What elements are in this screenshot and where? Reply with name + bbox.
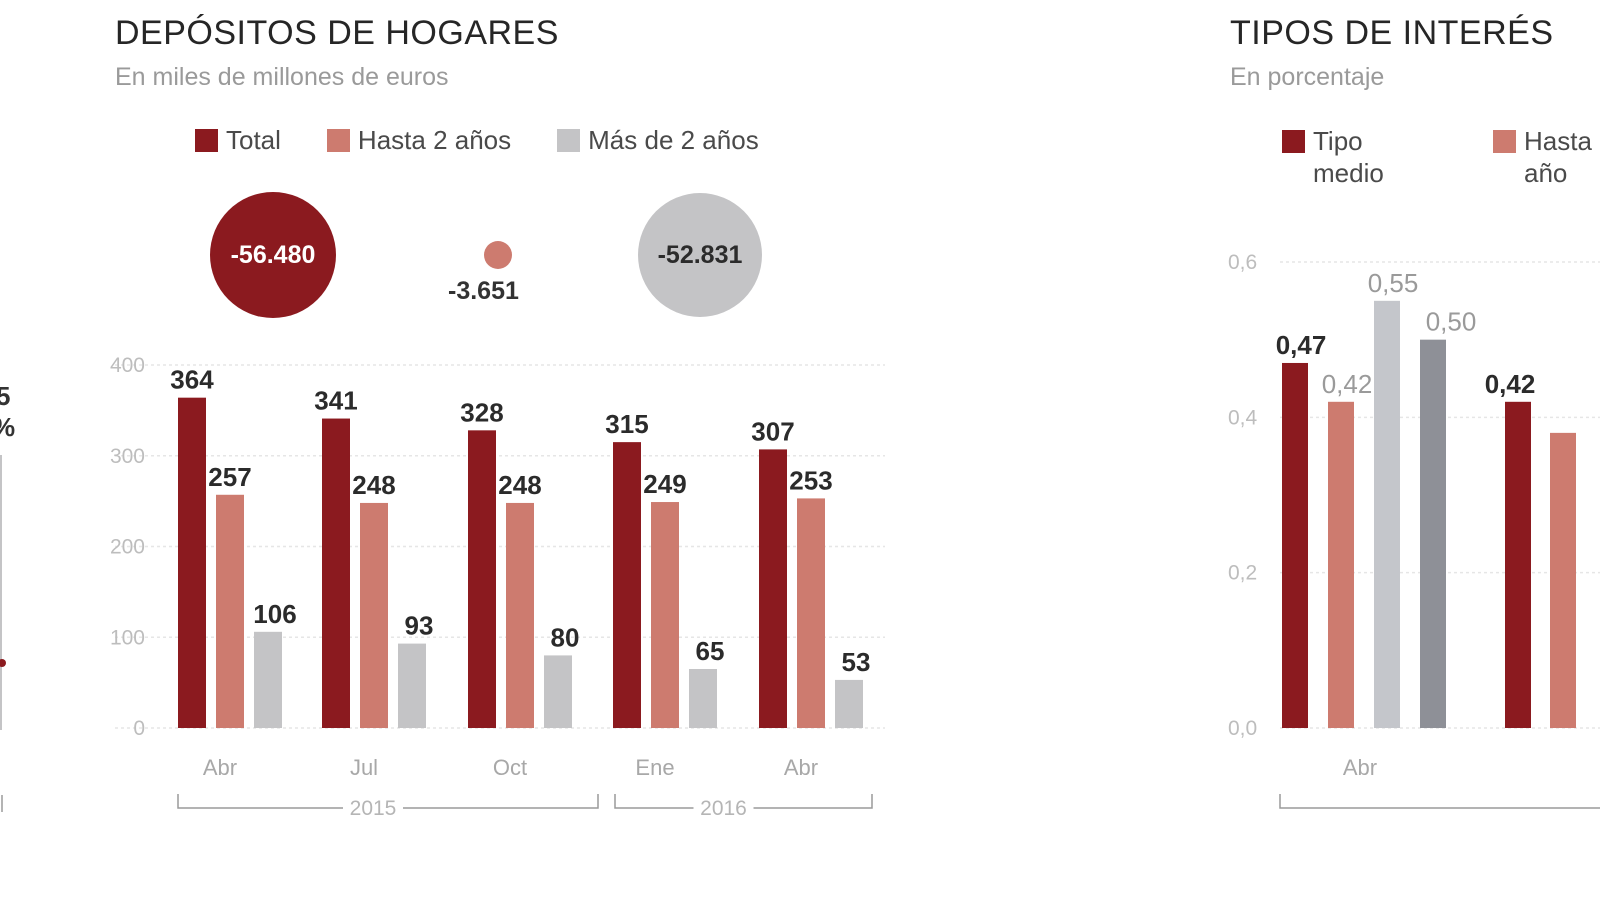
legend-label-tipo-medio: Tipo medio (1313, 126, 1384, 188)
legend-item-total: Total (195, 125, 281, 156)
bar-value-label: 248 (498, 470, 541, 500)
year-label: 2016 (700, 797, 747, 820)
interest-bar-value-label: 0,47 (1276, 330, 1327, 360)
interest-bar (1420, 339, 1446, 728)
chart-title: DEPÓSITOS DE HOGARES (115, 14, 559, 52)
bar-value-label: 364 (170, 365, 214, 395)
chart-subtitle: En miles de millones de euros (115, 63, 449, 91)
bar-mas-2-anos (398, 643, 426, 728)
bar-value-label: 328 (460, 397, 503, 427)
left-fragment-point (0, 659, 6, 667)
interest-bar (1328, 401, 1354, 728)
bar-hasta-2-anos (506, 502, 534, 728)
legend-swatch-hasta-1-ano (1493, 130, 1516, 153)
change-value-total: -56.480 (230, 240, 316, 269)
bar-total (613, 442, 641, 728)
bar-value-label: 80 (551, 622, 580, 652)
year-label-bg (343, 798, 403, 818)
interest-bar-chart: 0,0 0,2 0,4 0,6 0,47 0,42 0,550,50 Abr 0,42 (1228, 251, 1600, 809)
y-tick-label: 400 (110, 354, 145, 377)
change-bubble-mas: -52.831 (638, 193, 762, 317)
bar-value-label: 253 (789, 465, 832, 495)
bar-value-label: 307 (751, 416, 794, 446)
change-value-hasta: -3.651 (448, 277, 519, 305)
interest-bar-value-label: 0,42 (1485, 369, 1536, 399)
interest-chart-subtitle: En porcentaje (1230, 63, 1385, 91)
bar-hasta-2-anos (360, 502, 388, 728)
x-tick-label: Abr (784, 755, 818, 780)
change-bubble-hasta (484, 241, 512, 269)
deposits-bar-chart: 0 100 200 300 400 364 257 106 Abr 341 248 93 Jul 328 2… (110, 354, 885, 820)
year-label-bg (693, 798, 754, 818)
legend-label-mas: Más de 2 años (588, 125, 759, 155)
bar-value-label: 53 (842, 647, 871, 677)
x-tick-label: Abr (1343, 755, 1377, 780)
y-tick-label: 200 (110, 536, 145, 559)
x-tick-label: Abr (203, 755, 237, 780)
bar-value-label: 249 (643, 469, 686, 499)
interest-bar (1282, 362, 1308, 728)
interest-bar (1505, 401, 1531, 728)
y-tick-label: 0,4 (1228, 406, 1258, 429)
legend-label-hasta-1-ano: Hasta 1 año (1524, 126, 1600, 188)
change-bubble-total: -56.480 (210, 192, 336, 318)
deposits-chart-panel: DEPÓSITOS DE HOGARES En miles de millone… (60, 0, 940, 900)
legend-label-hasta: Hasta 2 años (357, 125, 512, 155)
bar-value-label: 106 (253, 599, 296, 629)
legend-swatch-mas (557, 129, 581, 152)
bar-total (468, 430, 496, 728)
interest-bar-value-label: 0,42 (1322, 369, 1373, 399)
left-chart-fragment: 5 % (0, 0, 40, 900)
bar-value-label: 257 (208, 462, 251, 492)
legend-item-hasta-1-ano: Hasta 1 año (1493, 125, 1600, 189)
bar-mas-2-anos (835, 679, 863, 728)
left-fragment-svg: 5 % (0, 381, 15, 812)
y-tick-label: 300 (110, 445, 145, 468)
x-tick-label: Oct (493, 755, 527, 780)
interest-bar (1374, 300, 1400, 728)
bar-value-label: 65 (696, 636, 725, 666)
legend-swatch-total (195, 129, 218, 152)
legend-item-tipo-medio: Tipo medio (1282, 125, 1433, 189)
bar-value-label: 248 (352, 470, 395, 500)
x-tick-label: Jul (350, 755, 378, 780)
interest-chart-panel: TIPOS DE INTERÉS En porcentaje Tipo medi… (1200, 0, 1600, 900)
legend-item-hasta: Hasta 2 años (326, 125, 512, 156)
bar-value-label: 341 (314, 386, 357, 416)
left-fragment-bar (0, 455, 2, 730)
bar-total (178, 397, 206, 728)
bar-mas-2-anos (254, 631, 282, 728)
interest-chart-title: TIPOS DE INTERÉS (1230, 14, 1554, 52)
legend-label-total: Total (226, 125, 281, 155)
bar-hasta-2-anos (216, 494, 244, 728)
bar-value-label: 93 (405, 611, 434, 641)
bar-total (322, 418, 350, 728)
y-tick-label: 0 (133, 717, 145, 740)
legend-item-mas: Más de 2 años (557, 125, 759, 156)
y-tick-label: 0,2 (1228, 562, 1257, 585)
bar-mas-2-anos (689, 669, 717, 728)
bar-hasta-2-anos (651, 502, 679, 728)
bar-hasta-2-anos (797, 498, 825, 728)
y-tick-label: 100 (110, 626, 145, 649)
legend-swatch-hasta (326, 129, 350, 152)
bar-mas-2-anos (544, 655, 572, 728)
y-tick-label: 0,6 (1228, 251, 1257, 274)
bar-total (759, 449, 787, 728)
bar-value-label: 315 (605, 409, 648, 439)
x-tick-label: Ene (635, 755, 674, 780)
legend-swatch-tipo-medio (1282, 130, 1305, 153)
year-bracket (1279, 794, 1600, 809)
interest-bar-value-label: 0,50 (1426, 307, 1477, 337)
left-fragment-percent: % (0, 412, 15, 442)
left-fragment-value: 5 (0, 381, 10, 411)
interest-chart-legend: Tipo medio Hasta 1 año (1282, 125, 1600, 189)
year-label: 2015 (350, 797, 397, 820)
interest-bar-value-label: 0,55 (1368, 268, 1419, 298)
change-value-mas: -52.831 (657, 240, 743, 269)
interest-bar (1550, 432, 1576, 728)
chart-legend: Total Hasta 2 años Más de 2 años (195, 125, 759, 156)
y-tick-label: 0,0 (1228, 717, 1257, 740)
